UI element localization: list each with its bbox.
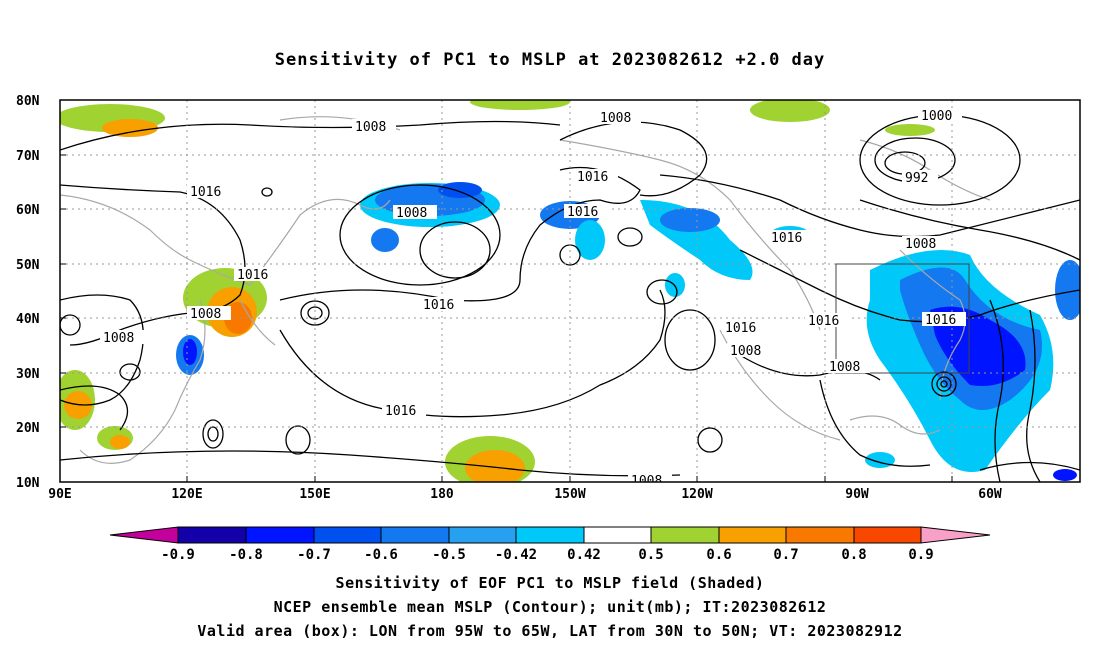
colorbar: -0.9 -0.8 -0.7 -0.6 -0.5 -0.42 0.42 0.5 …	[109, 526, 991, 563]
colorbar-right-arrow	[920, 526, 991, 544]
caption-line-2: NCEP ensemble mean MSLP (Contour); unit(…	[273, 598, 827, 616]
lat-tick-label: 60N	[16, 203, 40, 218]
caption-line-3: Valid area (box): LON from 95W to 65W, L…	[197, 622, 903, 640]
sensitivity-map-figure: 1008 1008 1008 1008 1008 1008 1008 1008 …	[16, 94, 1081, 563]
colorbar-label: -0.9	[161, 547, 195, 563]
lat-tick-label: 30N	[16, 367, 40, 382]
colorbar-swatch	[313, 526, 382, 544]
contour-label: 1008	[631, 474, 662, 489]
longitude-axis: 90E 120E 150E 180 150W 120W 90W 60W	[48, 487, 1002, 502]
contour-label: 1016	[423, 298, 454, 313]
lat-tick-label: 70N	[16, 149, 40, 164]
colorbar-label: 0.42	[567, 547, 601, 563]
contour-label: 1008	[103, 331, 134, 346]
colorbar-label: -0.8	[229, 547, 263, 563]
contour-label: 1008	[730, 344, 761, 359]
colorbar-label: 0.8	[841, 547, 866, 563]
mslp-contours	[60, 114, 1080, 482]
colorbar-swatch	[583, 526, 652, 544]
contour-label: 1016	[771, 231, 802, 246]
contour-label-group: 1008 1008 1008 1008 1008 1008 1008 1008 …	[100, 108, 966, 489]
lon-tick-label: 120W	[681, 487, 712, 502]
graticule	[60, 100, 1080, 482]
map-title: Sensitivity of PC1 to MSLP at 2023082612…	[274, 50, 826, 70]
lon-tick-label: 90E	[48, 487, 71, 502]
contour-label: 1008	[905, 237, 936, 252]
lon-tick-label: 150W	[554, 487, 585, 502]
colorbar-label: 0.9	[908, 547, 933, 563]
colorbar-label: -0.7	[297, 547, 331, 563]
lat-tick-label: 50N	[16, 258, 40, 273]
axis-ticks	[60, 154, 953, 482]
colorbar-swatch	[785, 526, 855, 544]
colorbar-swatch	[380, 526, 450, 544]
lon-tick-label: 180	[430, 487, 454, 502]
colorbar-left-arrow	[109, 526, 179, 544]
contour-label: 1008	[355, 120, 386, 135]
contour-label: 1000	[921, 109, 952, 124]
lon-tick-label: 150E	[299, 487, 330, 502]
contour-label: 1016	[190, 185, 221, 200]
colorbar-swatch	[515, 526, 585, 544]
colorbar-label: -0.42	[495, 547, 537, 563]
contour-label: 1008	[190, 307, 221, 322]
contour-label: 992	[905, 171, 928, 186]
contour-label: 1016	[725, 321, 756, 336]
contour-label: 1016	[577, 170, 608, 185]
lat-tick-label: 40N	[16, 312, 40, 327]
contour-label: 1016	[808, 314, 839, 329]
contour-label: 1016	[567, 205, 598, 220]
latitude-axis: 80N 70N 60N 50N 40N 30N 20N 10N	[16, 94, 40, 491]
contour-label: 1008	[396, 206, 427, 221]
caption-line-1: Sensitivity of EOF PC1 to MSLP field (Sh…	[335, 574, 765, 592]
colorbar-swatch	[650, 526, 720, 544]
colorbar-label: -0.6	[364, 547, 398, 563]
colorbar-swatch	[177, 526, 247, 544]
colorbar-label: -0.5	[432, 547, 466, 563]
contour-label: 1016	[385, 404, 416, 419]
lon-tick-label: 90W	[845, 487, 869, 502]
colorbar-label: 0.5	[638, 547, 663, 563]
lon-tick-label: 120E	[171, 487, 202, 502]
colorbar-label: 0.6	[706, 547, 731, 563]
lon-tick-label: 60W	[978, 487, 1002, 502]
colorbar-swatch	[448, 526, 517, 544]
contour-label: 1016	[237, 268, 268, 283]
colorbar-swatch	[853, 526, 922, 544]
colorbar-label: 0.7	[773, 547, 798, 563]
contour-label: 1016	[925, 313, 956, 328]
colorbar-swatch	[718, 526, 787, 544]
lat-tick-label: 20N	[16, 421, 40, 436]
lat-tick-label: 80N	[16, 94, 40, 109]
contour-label: 1008	[829, 360, 860, 375]
colorbar-swatch	[245, 526, 315, 544]
lat-tick-label: 10N	[16, 476, 40, 491]
contour-label: 1008	[600, 111, 631, 126]
